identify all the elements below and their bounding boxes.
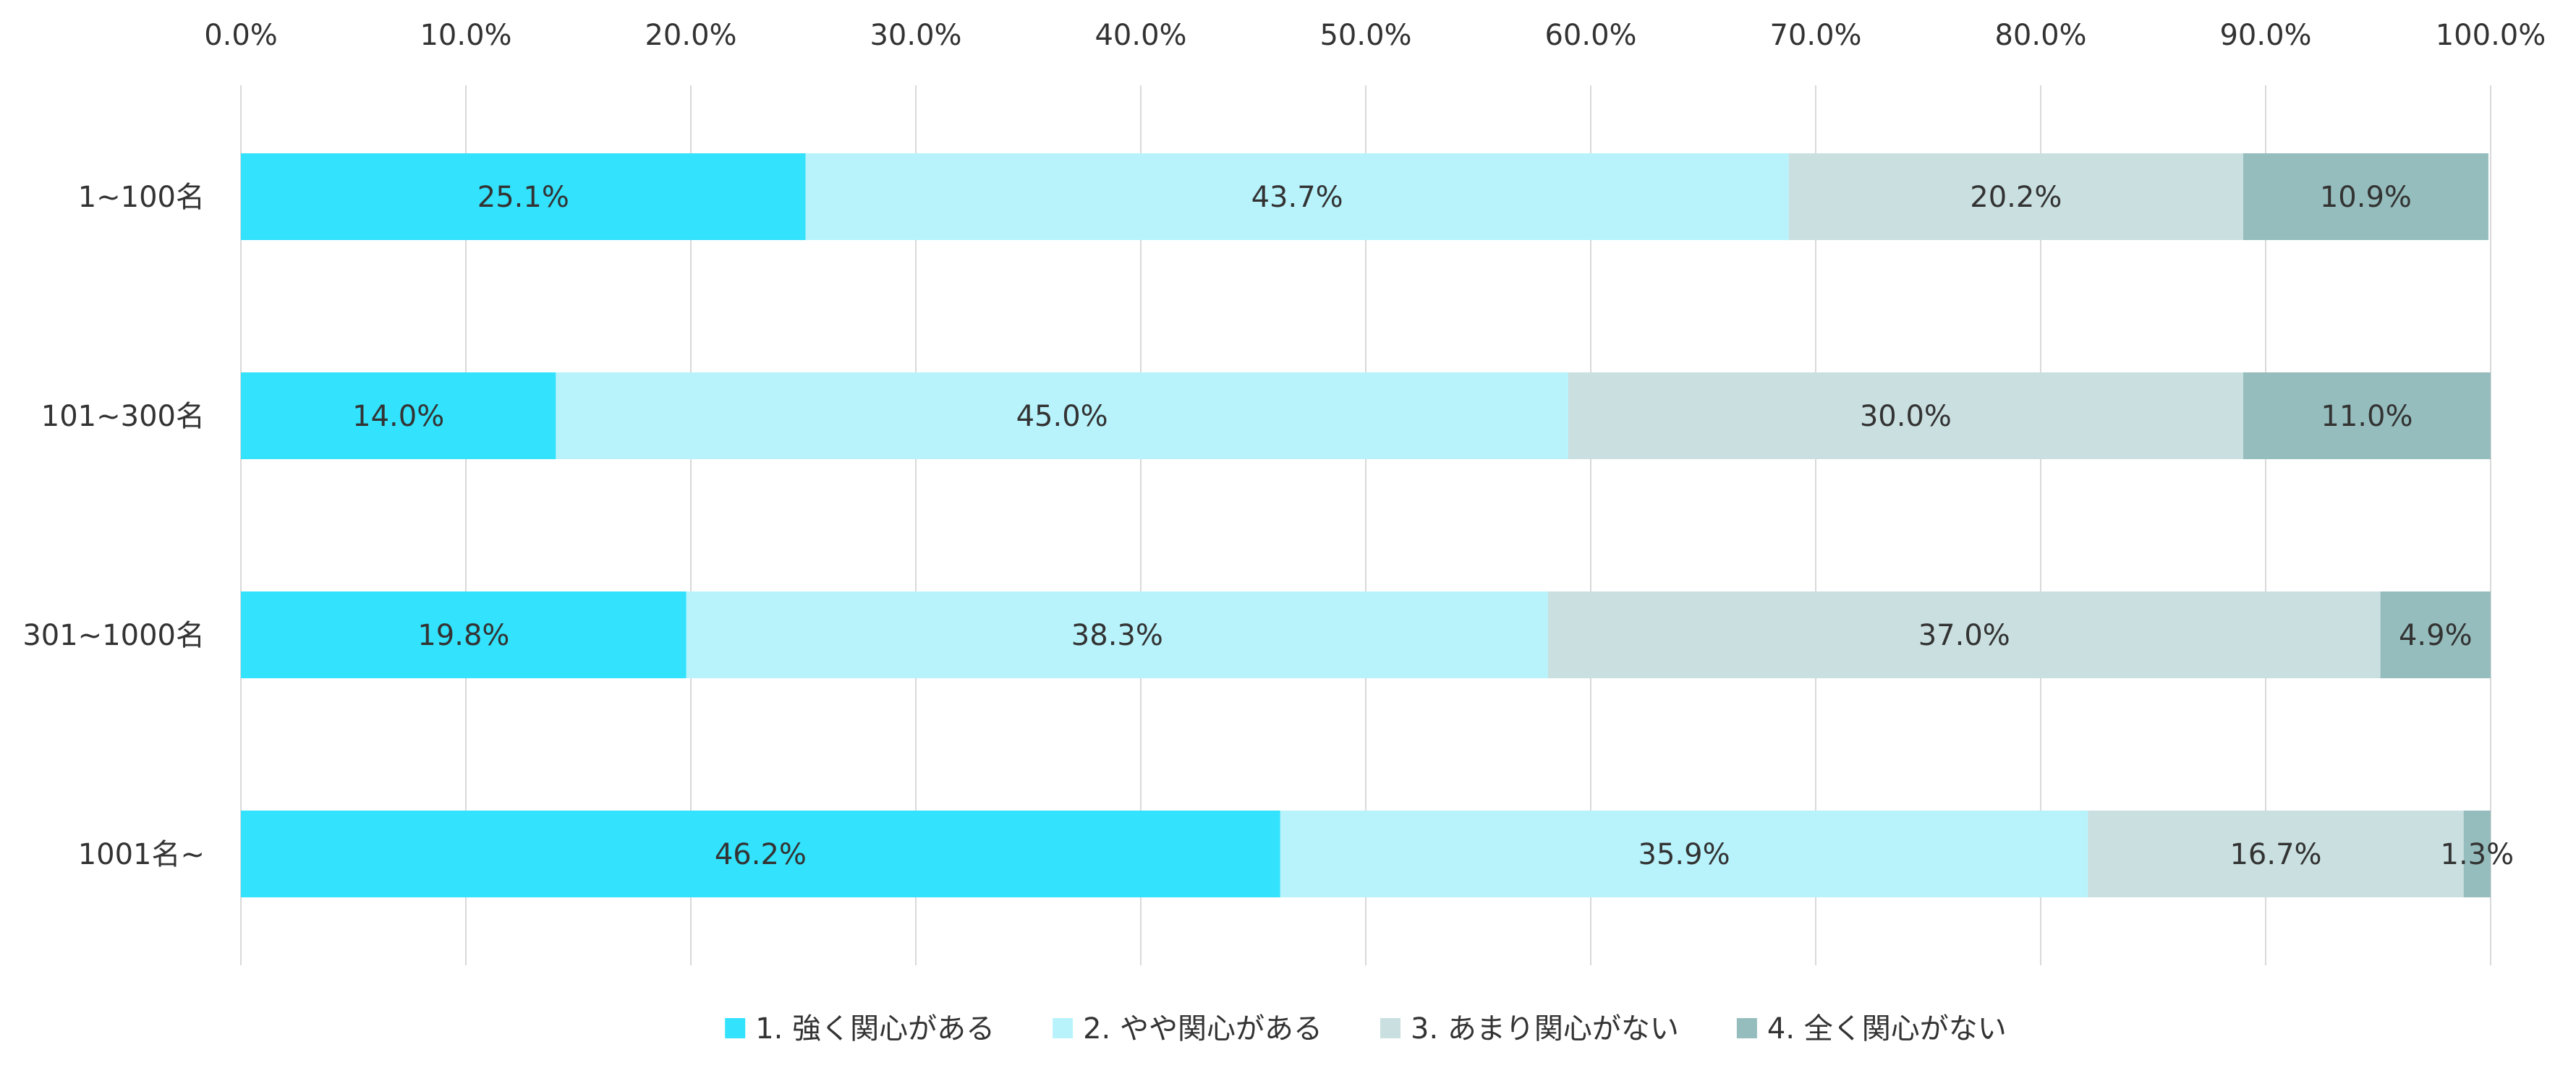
bar-segment: [241, 372, 556, 459]
x-tick-label: 0.0%: [204, 19, 278, 52]
legend-swatch: [1380, 1018, 1400, 1038]
legend-item: 3. あまり関心がない: [1380, 1012, 1679, 1046]
x-tick-label: 100.0%: [2436, 19, 2546, 52]
data-label: 30.0%: [1860, 400, 1952, 433]
x-tick-label: 90.0%: [2219, 19, 2311, 52]
data-label: 14.0%: [352, 400, 444, 433]
category-label: 1001名~: [78, 838, 205, 871]
legend: 1. 強く関心がある 2. やや関心がある 3. あまり関心がない 4. 全く関心がな…: [725, 1012, 2007, 1046]
bar-segment: [1280, 811, 2088, 897]
legend-label: 1. 強く関心がある: [755, 1012, 995, 1046]
x-tick-label: 60.0%: [1544, 19, 1636, 52]
bar-segment: [241, 153, 806, 240]
data-label: 37.0%: [1918, 619, 2010, 652]
legend-item: 4. 全く関心がない: [1736, 1012, 2007, 1046]
bar-segment: [1568, 372, 2243, 459]
x-axis-ticks: 0.0% 10.0% 20.0% 30.0% 40.0% 50.0% 60.0% 70.0% 8…: [204, 19, 2546, 52]
legend-item: 1. 強く関心がある: [725, 1012, 995, 1046]
data-label: 25.1%: [477, 181, 569, 214]
data-label: 10.9%: [2320, 181, 2412, 214]
legend-label: 4. 全く関心がない: [1767, 1012, 2007, 1046]
category-labels: 1~100名 101~300名 301~1000名 1001名~: [22, 181, 205, 871]
data-label: 45.0%: [1016, 400, 1108, 433]
legend-item: 2. やや関心がある: [1053, 1012, 1322, 1046]
bar-segment: [1547, 591, 2381, 678]
bars: [241, 153, 2491, 897]
x-tick-label: 10.0%: [420, 19, 511, 52]
bar-segment: [686, 591, 1548, 678]
x-tick-label: 20.0%: [645, 19, 736, 52]
data-label: 46.2%: [715, 838, 807, 871]
data-label: 4.9%: [2399, 619, 2473, 652]
legend-swatch: [1053, 1018, 1074, 1038]
data-labels: 25.1% 43.7% 20.2% 10.9% 14.0% 45.0% 30.0% 11.0%…: [352, 181, 2514, 871]
data-label: 19.8%: [417, 619, 509, 652]
bar-segment: [2243, 372, 2491, 459]
data-label: 20.2%: [1970, 181, 2062, 214]
x-tick-label: 80.0%: [1994, 19, 2086, 52]
legend-label: 3. あまり関心がない: [1411, 1012, 1679, 1046]
x-tick-label: 30.0%: [870, 19, 961, 52]
legend-swatch: [1736, 1018, 1757, 1038]
data-label: 11.0%: [2321, 400, 2413, 433]
category-label: 101~300名: [41, 400, 205, 433]
legend-swatch: [725, 1018, 746, 1038]
data-label: 1.3%: [2441, 838, 2515, 871]
bar-segment: [2088, 811, 2464, 897]
x-tick-label: 70.0%: [1769, 19, 1861, 52]
bar-segment: [2380, 591, 2491, 678]
data-label: 38.3%: [1071, 619, 1163, 652]
bar-segment: [805, 153, 1789, 240]
category-label: 1~100名: [78, 181, 205, 214]
bar-segment: [1788, 153, 2243, 240]
data-label: 43.7%: [1251, 181, 1343, 214]
x-tick-label: 40.0%: [1094, 19, 1186, 52]
bar-segment: [241, 591, 686, 678]
bar-segment: [556, 372, 1568, 459]
bar-segment: [241, 811, 1280, 897]
bar-segment: [2243, 153, 2488, 240]
bar-segment: [2463, 811, 2491, 897]
legend-label: 2. やや関心がある: [1083, 1012, 1322, 1046]
data-label: 35.9%: [1638, 838, 1730, 871]
data-label: 16.7%: [2229, 838, 2321, 871]
x-tick-label: 50.0%: [1319, 19, 1411, 52]
category-label: 301~1000名: [22, 619, 205, 652]
